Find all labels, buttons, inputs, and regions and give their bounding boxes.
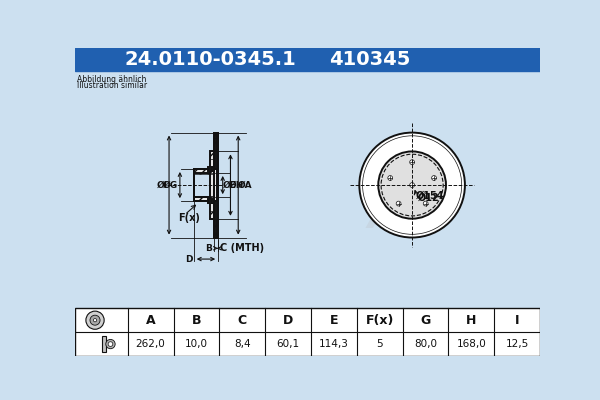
Text: 10,0: 10,0 <box>185 339 208 349</box>
Text: 80,0: 80,0 <box>414 339 437 349</box>
Text: ØA: ØA <box>238 180 252 190</box>
Bar <box>214 133 217 151</box>
Bar <box>194 169 218 201</box>
Bar <box>209 211 214 219</box>
Circle shape <box>410 183 415 188</box>
Bar <box>214 133 217 169</box>
Circle shape <box>94 318 97 322</box>
Text: 60,1: 60,1 <box>277 339 299 349</box>
Text: 410345: 410345 <box>329 50 410 69</box>
Bar <box>75 71 540 308</box>
Text: Illustration similar: Illustration similar <box>77 81 148 90</box>
Circle shape <box>106 340 115 349</box>
Bar <box>194 196 217 201</box>
Text: 262,0: 262,0 <box>136 339 166 349</box>
Circle shape <box>423 201 428 206</box>
Bar <box>214 133 218 138</box>
Text: 5: 5 <box>376 339 383 349</box>
Bar <box>209 152 214 219</box>
Bar <box>75 308 540 356</box>
Text: ØE: ØE <box>223 180 236 190</box>
Bar <box>194 173 218 197</box>
Text: F(x): F(x) <box>365 314 394 327</box>
Text: H: H <box>466 314 476 327</box>
Bar <box>214 232 218 238</box>
Text: C (MTH): C (MTH) <box>220 243 265 253</box>
Text: G: G <box>421 314 431 327</box>
Bar <box>214 133 218 138</box>
Text: 8,4: 8,4 <box>234 339 251 349</box>
Circle shape <box>108 342 113 346</box>
Text: ØI: ØI <box>157 180 167 190</box>
Circle shape <box>410 160 415 164</box>
Bar <box>209 152 214 160</box>
Text: ØH: ØH <box>229 180 244 190</box>
Text: 24.0110-0345.1: 24.0110-0345.1 <box>125 50 296 69</box>
Bar <box>214 133 218 238</box>
Text: ØG: ØG <box>163 180 178 190</box>
Bar <box>214 219 217 238</box>
Bar <box>194 169 217 174</box>
Circle shape <box>378 152 446 219</box>
Circle shape <box>359 133 465 238</box>
Text: F(x): F(x) <box>178 213 200 223</box>
Bar <box>194 169 217 201</box>
Text: Ø12: Ø12 <box>418 193 439 203</box>
Bar <box>194 173 218 197</box>
Circle shape <box>431 176 436 180</box>
Circle shape <box>396 201 401 206</box>
Text: A: A <box>146 314 155 327</box>
Text: B: B <box>206 244 212 253</box>
Circle shape <box>90 315 100 325</box>
Text: B: B <box>191 314 201 327</box>
Bar <box>208 167 214 171</box>
Text: 12,5: 12,5 <box>505 339 529 349</box>
Text: D: D <box>283 314 293 327</box>
Text: Abbildung ähnlich: Abbildung ähnlich <box>77 75 146 84</box>
Bar <box>75 48 540 71</box>
Bar <box>214 133 218 238</box>
Circle shape <box>388 176 392 180</box>
Text: Ø154: Ø154 <box>416 191 445 201</box>
Bar <box>214 232 218 238</box>
Circle shape <box>86 311 104 329</box>
Text: C: C <box>238 314 247 327</box>
Text: 168,0: 168,0 <box>457 339 486 349</box>
Text: D: D <box>185 254 192 264</box>
Bar <box>211 167 214 171</box>
Bar <box>214 133 218 238</box>
Text: Ate: Ate <box>368 198 441 236</box>
Bar <box>211 199 214 203</box>
Bar <box>214 201 217 238</box>
Bar <box>208 199 214 203</box>
Bar <box>102 336 106 352</box>
Text: I: I <box>515 314 520 327</box>
Text: 114,3: 114,3 <box>319 339 349 349</box>
Text: E: E <box>329 314 338 327</box>
